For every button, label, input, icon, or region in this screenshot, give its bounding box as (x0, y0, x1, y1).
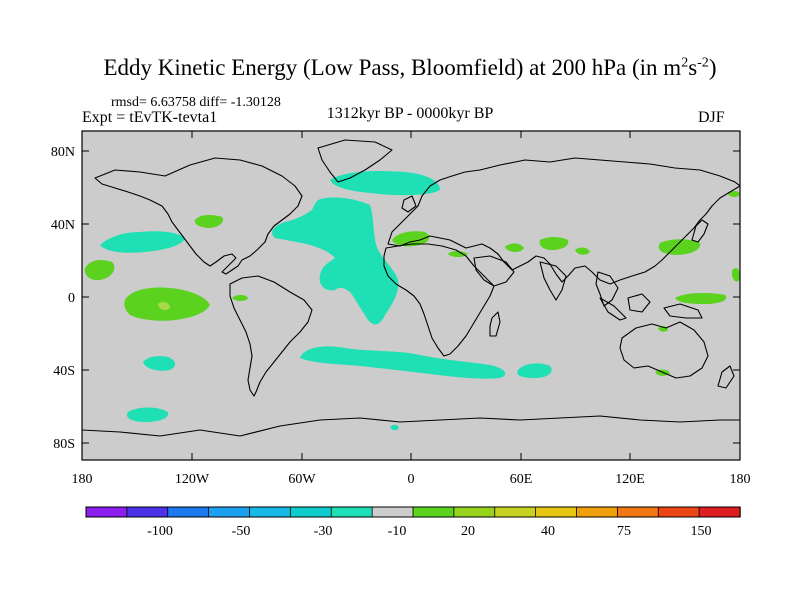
period-label: 1312kyr BP - 0000kyr BP (326, 105, 494, 122)
colorbar-label-3: -30 (314, 524, 333, 539)
season-label: DJF (698, 109, 725, 126)
chart-title: Eddy Kinetic Energy (Low Pass, Bloomfiel… (103, 55, 717, 80)
coastline-madagascar (489, 311, 501, 337)
contour-east-pacific-green (732, 268, 740, 282)
axis-ticks (81, 131, 741, 460)
contour-andes-green (232, 295, 248, 301)
colorbar-label-7: 75 (617, 524, 631, 539)
contour-north-pacific-cyan (100, 231, 185, 253)
longitude-axis: 180 120W 60W 0 60E 120E 180 (72, 472, 751, 487)
colorbar-label-8: 150 (691, 524, 712, 539)
contour-atlantic-cyan (272, 197, 399, 325)
stats-label: rmsd= 6.63758 diff= -1.30128 (111, 95, 281, 110)
coastline-new-guinea (663, 303, 703, 319)
coastline-north-america (94, 157, 303, 275)
colorbar-swatch (126, 506, 169, 518)
colorbar-label-2: -50 (232, 524, 251, 539)
colorbar-swatch (494, 506, 537, 518)
coastline-japan (691, 219, 709, 243)
contour-drake-cyan (390, 424, 399, 431)
colorbar-swatch (698, 506, 741, 518)
contour-south-pacific-cyan (143, 356, 176, 371)
colorbar-swatch (208, 506, 251, 518)
lon-label-120w: 120W (175, 472, 210, 487)
contour-east-asia-green (658, 239, 701, 255)
lon-label-60e: 60E (510, 472, 533, 487)
experiment-label: Expt = tEvTK-tevta1 (82, 109, 218, 126)
colorbar-swatch (167, 506, 210, 518)
colorbar-swatch (330, 506, 373, 518)
latitude-axis: 80N 40N 0 40S 80S (51, 145, 75, 452)
colorbar-swatch (657, 506, 700, 518)
colorbar-frame (85, 506, 741, 518)
coastline-australia (619, 321, 709, 379)
contour-kamchatka-green (728, 191, 740, 197)
contour-middle-east-green (448, 251, 468, 257)
lat-label-80s: 80S (53, 437, 75, 452)
colorbar-label-6: 40 (541, 524, 555, 539)
colorbar-labels: -100 -50 -30 -10 20 40 75 150 (147, 524, 711, 539)
anomaly-contours (84, 170, 740, 431)
coastline-india (539, 261, 567, 301)
lon-label-120e: 120E (615, 472, 645, 487)
colorbar-swatch (85, 506, 128, 518)
colorbar-swatch (453, 506, 496, 518)
lon-label-180e: 180 (730, 472, 751, 487)
lat-label-0: 0 (68, 291, 75, 306)
coastline-new-zealand (717, 365, 735, 389)
coastline-uk (401, 195, 417, 213)
colorbar-swatch (289, 506, 332, 518)
colorbar-swatch (576, 506, 619, 518)
colorbar-swatch (371, 506, 414, 518)
colorbar-label-1: -100 (147, 524, 173, 539)
contour-asia-green (539, 237, 569, 250)
contour-himalaya-green (575, 247, 590, 255)
contour-southern-ocean-cyan (126, 407, 169, 422)
contour-arabia-green (505, 243, 524, 253)
colorbar-label-5: 20 (461, 524, 475, 539)
contour-mediterranean-green (392, 231, 430, 247)
colorbar-swatch (535, 506, 578, 518)
coastline-africa (383, 243, 495, 357)
coastlines (82, 139, 740, 437)
coastline-antarctica (82, 415, 740, 437)
colorbar-swatch (616, 506, 659, 518)
contour-indonesia-green (675, 293, 727, 304)
colorbar-label-4: -10 (388, 524, 407, 539)
contour-hawaii-green (84, 260, 115, 281)
coastline-borneo (627, 293, 651, 313)
colorbar (85, 506, 741, 518)
lat-label-80n: 80N (51, 145, 75, 160)
lon-label-0: 0 (408, 472, 415, 487)
coastline-arabia (473, 255, 515, 287)
lon-label-180w: 180 (72, 472, 93, 487)
contour-indian-ocean-cyan (517, 363, 552, 378)
lat-label-40s: 40S (53, 364, 75, 379)
contour-north-atlantic-cyan (330, 170, 440, 196)
coastline-sumatra (599, 297, 627, 321)
contour-south-atlantic-cyan (300, 346, 506, 379)
colorbar-swatch (412, 506, 455, 518)
coastline-south-america (229, 275, 313, 397)
contour-pacific-core-green (158, 301, 170, 311)
lon-label-60w: 60W (288, 472, 316, 487)
lat-label-40n: 40N (51, 218, 75, 233)
coastline-greenland (317, 139, 393, 183)
colorbar-swatch (249, 506, 292, 518)
coastline-europe-asia (387, 157, 740, 285)
contour-north-pacific-green (194, 215, 224, 228)
